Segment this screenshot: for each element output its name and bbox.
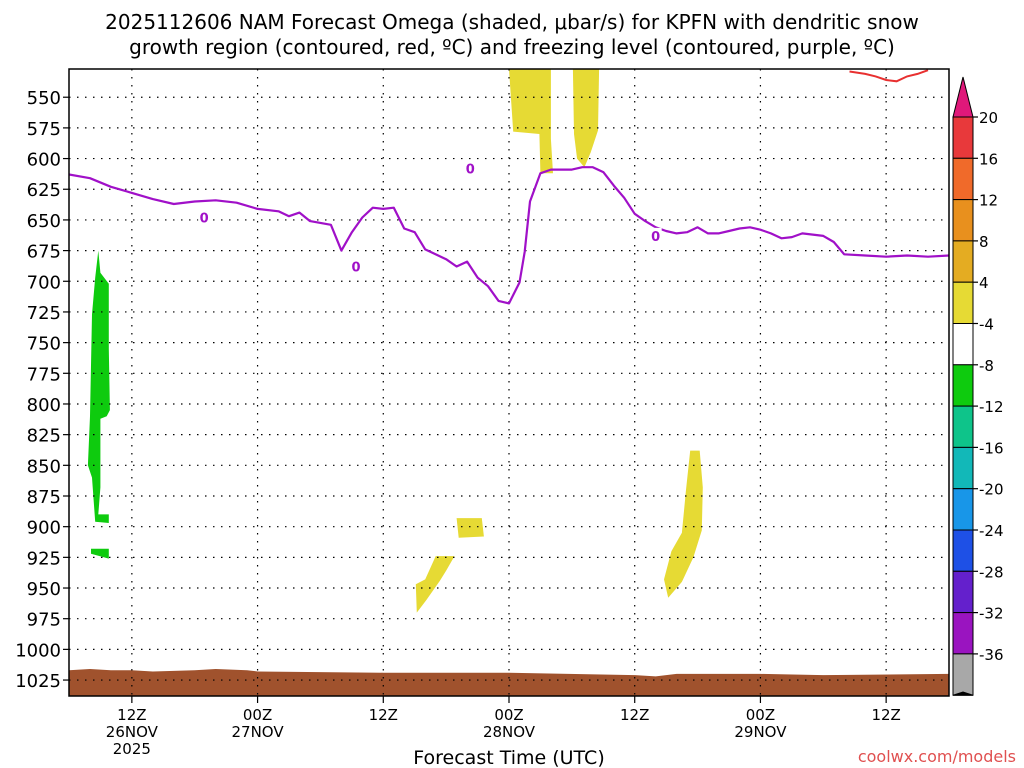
omega-region-0 xyxy=(87,250,110,523)
colorbar-label-9: -20 xyxy=(979,481,1004,499)
colorbar-segment-0 xyxy=(952,116,974,159)
colorbar-label-10: -24 xyxy=(979,522,1004,540)
y-tick-label-9: 775 xyxy=(27,364,61,385)
colorbar-label-13: -36 xyxy=(979,646,1004,664)
colorbar-segment-4 xyxy=(952,281,974,325)
colorbar-label-12: -32 xyxy=(979,605,1004,623)
y-tick-label-19: 1025 xyxy=(15,671,61,692)
y-tick-label-15: 925 xyxy=(27,548,61,569)
y-tick-label-2: 600 xyxy=(27,150,61,171)
freezing-label-bg-0 xyxy=(198,209,211,225)
y-tick-label-18: 1000 xyxy=(15,640,61,661)
y-axis: 550 575 600 625 650 675 700 725 750 775 800 825 850 8… xyxy=(15,88,69,692)
x-tick-label-4-line1: 12Z xyxy=(620,706,649,724)
colorbar-segment-6 xyxy=(952,364,974,407)
colorbar-segment-3 xyxy=(952,240,974,283)
colorbar-segment-2 xyxy=(952,199,974,242)
contour-lines: 0 0 0 0 xyxy=(69,69,949,305)
y-tick-label-7: 725 xyxy=(27,303,61,324)
colorbar-label-5: -4 xyxy=(979,316,994,334)
omega-region-5 xyxy=(415,556,455,613)
y-tick-label-4: 650 xyxy=(27,211,61,232)
omega-region-3 xyxy=(572,69,600,168)
colorbar-label-0: 20 xyxy=(979,109,998,127)
chart-title-line1: 2025112606 NAM Forecast Omega (shaded, μ… xyxy=(105,10,919,34)
ground-layer xyxy=(69,669,949,696)
freezing-level-line xyxy=(69,166,949,305)
y-tick-label-11: 825 xyxy=(27,426,61,447)
watermark: coolwx.com/models xyxy=(858,747,1016,766)
colorbar-segment-11 xyxy=(952,570,974,614)
omega-region-1 xyxy=(91,548,109,559)
y-tick-label-3: 625 xyxy=(27,180,61,201)
omega-shading xyxy=(87,69,703,613)
y-tick-label-12: 850 xyxy=(27,456,61,477)
colorbar-segment-7 xyxy=(952,405,974,448)
colorbar-top-arrow xyxy=(952,76,974,118)
freezing-level-label-1: 0 xyxy=(352,261,361,276)
colorbar-segment-12 xyxy=(952,612,974,655)
colorbar-label-8: -16 xyxy=(979,439,1004,457)
gridlines xyxy=(69,69,949,696)
x-tick-label-6-line1: 12Z xyxy=(871,706,900,724)
omega-region-2 xyxy=(509,69,553,174)
x-axis-label: Forecast Time (UTC) xyxy=(413,747,604,768)
x-tick-label-1-line1: 00Z xyxy=(243,706,272,724)
colorbar-label-6: -8 xyxy=(979,357,994,375)
colorbar-segment-13 xyxy=(952,653,974,696)
colorbar-segment-1 xyxy=(952,157,974,201)
x-tick-label-0-line3: 2025 xyxy=(113,740,151,758)
freezing-level-label-3: 0 xyxy=(651,230,660,245)
x-tick-label-3-line1: 00Z xyxy=(494,706,523,724)
x-tick-label-1-line2: 27NOV xyxy=(232,723,285,741)
colorbar-label-7: -12 xyxy=(979,398,1004,416)
x-tick-label-5-line2: 29NOV xyxy=(734,723,787,741)
y-tick-label-0: 550 xyxy=(27,88,61,109)
colorbar: 20 16 12 8 4 -4 -8 -12 -16 -20 -24 -28 -32 -36 xyxy=(952,76,1004,696)
colorbar-label-1: 16 xyxy=(979,150,998,168)
freezing-label-bg-2 xyxy=(464,160,477,176)
freezing-label-bg-3 xyxy=(649,227,662,243)
ground-fill xyxy=(69,669,949,696)
colorbar-label-4: 4 xyxy=(979,274,989,292)
y-tick-label-1: 575 xyxy=(27,119,61,140)
x-tick-label-3-line2: 28NOV xyxy=(483,723,536,741)
y-tick-label-8: 750 xyxy=(27,334,61,355)
colorbar-segment-5 xyxy=(952,323,974,366)
colorbar-segment-10 xyxy=(952,529,974,572)
colorbar-segment-8 xyxy=(952,446,974,490)
chart-title-line2: growth region (contoured, red, ºC) and f… xyxy=(129,35,895,59)
freezing-level-label-0: 0 xyxy=(200,211,209,226)
dgz-contour-line xyxy=(849,69,929,83)
colorbar-label-3: 8 xyxy=(979,233,989,251)
y-tick-label-10: 800 xyxy=(27,395,61,416)
x-tick-label-0-line1: 12Z xyxy=(117,706,146,724)
y-tick-label-17: 975 xyxy=(27,610,61,631)
colorbar-label-2: 12 xyxy=(979,192,998,210)
colorbar-segment-9 xyxy=(952,488,974,531)
y-tick-label-16: 950 xyxy=(27,579,61,600)
y-tick-label-5: 675 xyxy=(27,242,61,263)
x-tick-label-2-line1: 12Z xyxy=(369,706,398,724)
freezing-label-bg-1 xyxy=(350,258,363,274)
freezing-level-label-2: 0 xyxy=(466,162,475,177)
omega-region-6 xyxy=(664,450,703,598)
omega-region-4 xyxy=(456,518,484,538)
colorbar-bottom-arrow xyxy=(952,691,974,696)
x-tick-label-0-line2: 26NOV xyxy=(106,723,159,741)
y-tick-label-13: 875 xyxy=(27,487,61,508)
x-tick-label-5-line1: 00Z xyxy=(746,706,775,724)
y-tick-label-14: 900 xyxy=(27,518,61,539)
colorbar-label-11: -28 xyxy=(979,563,1004,581)
y-tick-label-6: 700 xyxy=(27,272,61,293)
